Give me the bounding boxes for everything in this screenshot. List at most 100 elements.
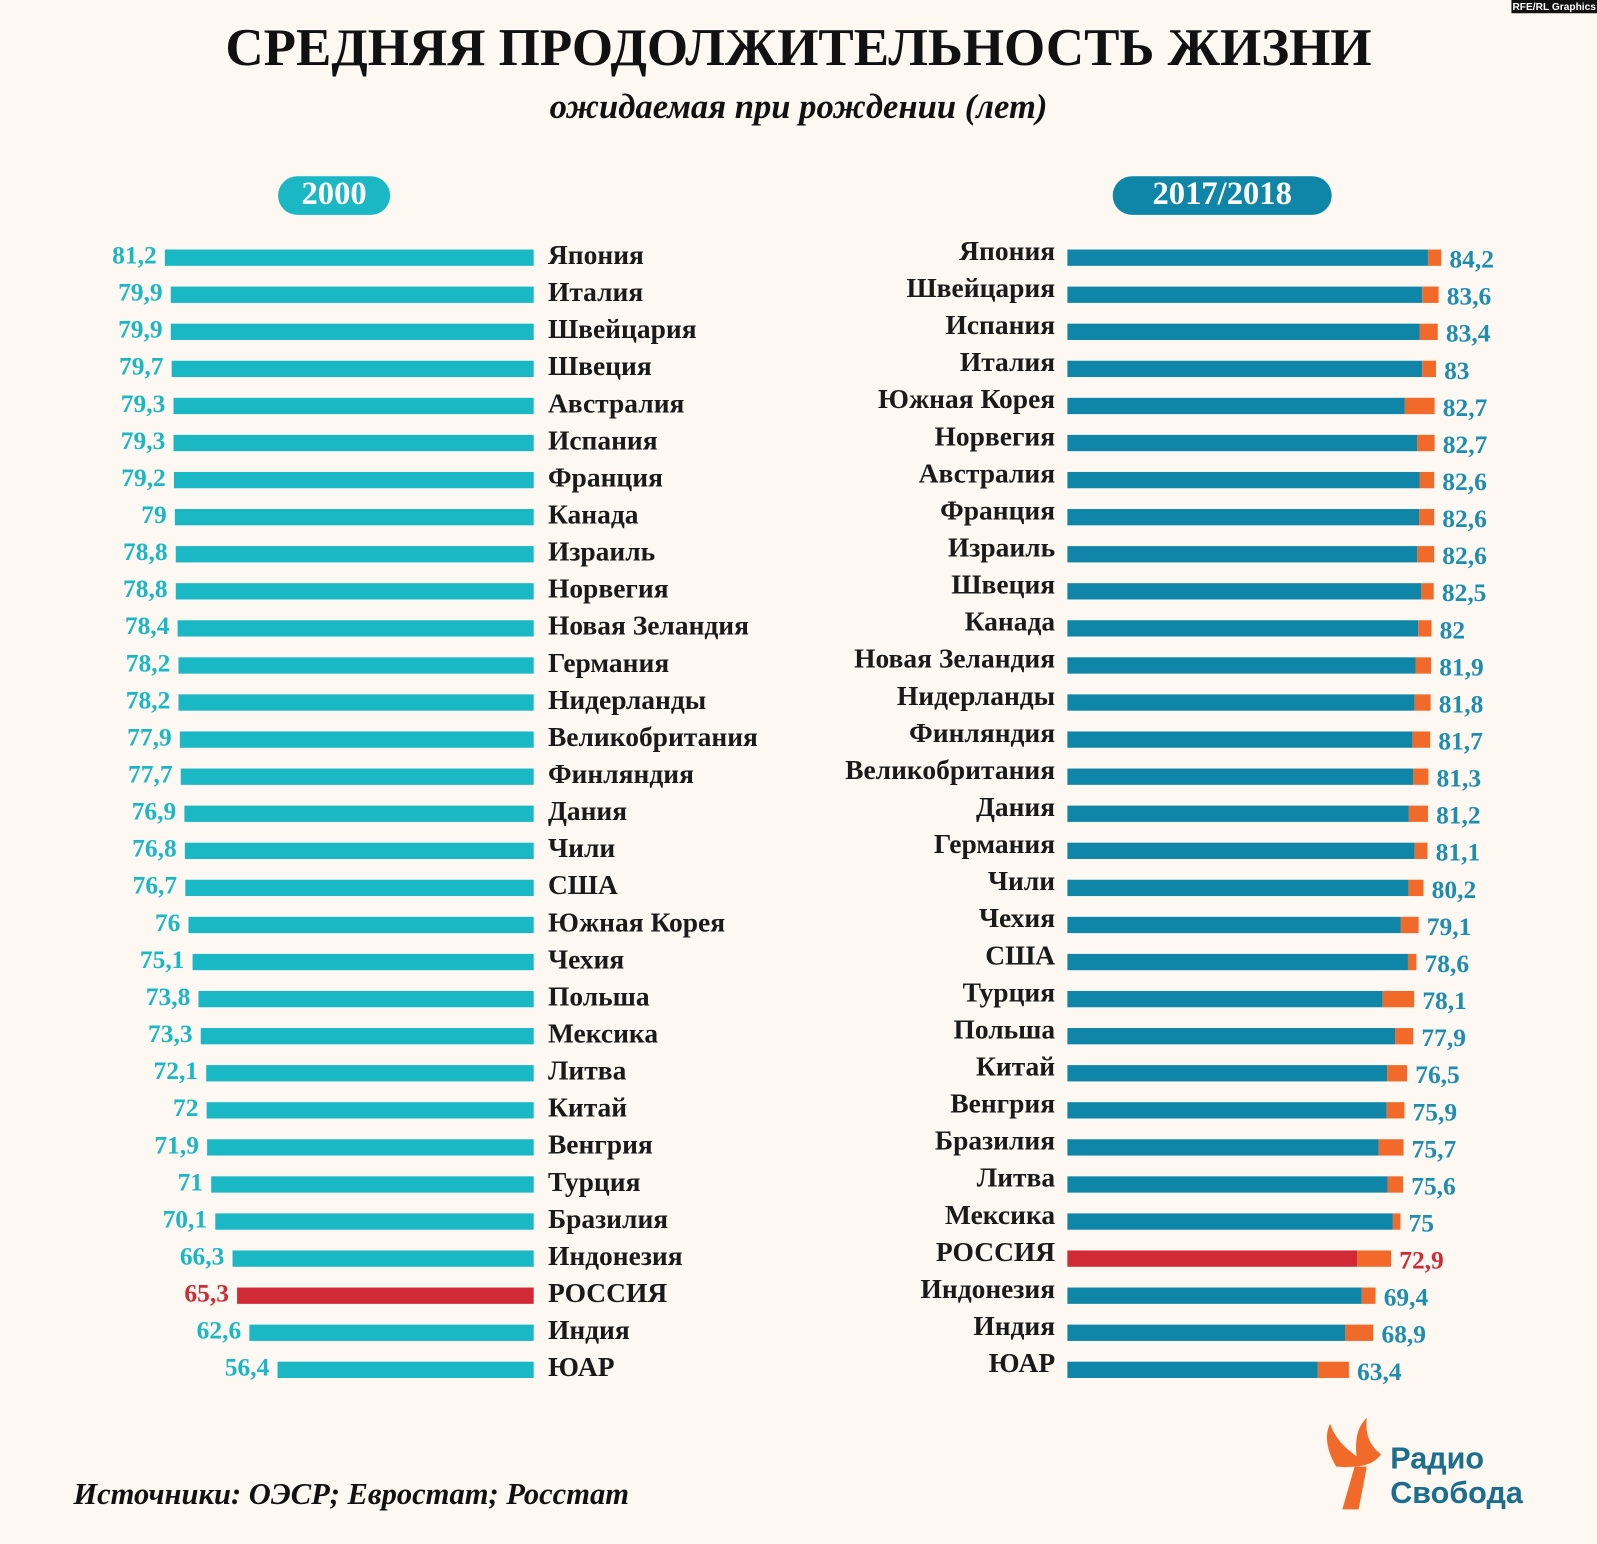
- value-label: 76,7: [133, 871, 178, 900]
- bar-2000: [1067, 1287, 1362, 1304]
- category-label: США: [985, 940, 1055, 970]
- bar-2000: [1067, 620, 1419, 637]
- value-label: 75,7: [1412, 1134, 1457, 1163]
- value-label: 72,9: [1399, 1246, 1444, 1275]
- title: СРЕДНЯЯ ПРОДОЛЖИТЕЛЬНОСТЬ ЖИЗНИ: [225, 19, 1371, 77]
- bar-2000: [1067, 286, 1423, 303]
- value-label: 75,1: [140, 945, 185, 974]
- value-label: 71: [178, 1167, 203, 1196]
- category-label: Великобритания: [548, 722, 758, 752]
- category-label: США: [548, 870, 618, 900]
- bar-increase: [1422, 286, 1439, 303]
- value-label: 70,1: [163, 1204, 208, 1233]
- value-label: 81,2: [1436, 801, 1481, 830]
- bar-increase: [1419, 323, 1438, 340]
- bar-2000: [1067, 471, 1420, 489]
- value-label: 79,9: [118, 315, 163, 344]
- bar: [192, 953, 534, 971]
- bar: [179, 731, 534, 748]
- bar: [188, 916, 534, 934]
- value-label: 78,8: [123, 537, 168, 566]
- bar-increase: [1407, 953, 1417, 971]
- bar-2000: [1067, 731, 1413, 748]
- bar-increase: [1414, 694, 1431, 711]
- category-label: ЮАР: [989, 1348, 1056, 1378]
- value-label: 79,1: [1427, 912, 1472, 941]
- value-label: 79,2: [121, 463, 166, 492]
- category-label: Швеция: [548, 351, 652, 381]
- category-label: Германия: [548, 648, 669, 678]
- category-label: Литва: [977, 1163, 1056, 1193]
- bar-increase: [1404, 397, 1435, 415]
- value-label: 82: [1440, 615, 1465, 644]
- bar-2000: [1067, 1213, 1393, 1230]
- value-label: 81,3: [1437, 764, 1482, 793]
- value-label: 80,2: [1432, 875, 1477, 904]
- category-label: Турция: [548, 1167, 641, 1197]
- bar-2000: [1067, 323, 1420, 340]
- bar-2000: [1067, 1324, 1346, 1341]
- bar: [178, 694, 534, 711]
- bar-increase: [1412, 731, 1431, 748]
- bar: [173, 434, 534, 452]
- category-label: РОССИЯ: [936, 1237, 1055, 1267]
- value-label: 75,9: [1413, 1097, 1458, 1126]
- category-label: Мексика: [548, 1019, 658, 1049]
- category-label: Испания: [945, 310, 1055, 340]
- bar: [178, 657, 534, 674]
- chart-title-pill: [278, 176, 391, 215]
- bar: [211, 1176, 534, 1193]
- category-label: Великобритания: [845, 755, 1055, 785]
- value-label: 73,8: [146, 982, 191, 1011]
- bar-increase: [1357, 1250, 1392, 1267]
- bar: [170, 323, 534, 340]
- bar-increase: [1418, 620, 1432, 637]
- category-label: Норвегия: [548, 574, 669, 604]
- value-label: 78,8: [123, 574, 168, 603]
- credit-box: [1511, 0, 1597, 14]
- category-label: Испания: [548, 425, 658, 455]
- value-label: 84,2: [1449, 245, 1494, 274]
- category-label: Индия: [548, 1315, 630, 1345]
- bar: [171, 360, 534, 378]
- category-label: Норвегия: [935, 421, 1056, 451]
- bar: [215, 1213, 534, 1230]
- bar: [200, 1028, 534, 1045]
- value-label: 82,6: [1442, 504, 1487, 533]
- category-label: Южная Корея: [878, 384, 1055, 414]
- bar-increase: [1345, 1324, 1374, 1341]
- credit: RFE/RL Graphics: [1512, 2, 1596, 13]
- category-label: Израиль: [948, 532, 1055, 562]
- category-label: Мексика: [945, 1200, 1055, 1230]
- bar-increase: [1408, 879, 1424, 897]
- bar-2000: [1067, 397, 1405, 415]
- bar: [184, 805, 534, 822]
- bar: [237, 1287, 534, 1304]
- chart-title: 2000: [301, 176, 366, 212]
- category-label: Чили: [548, 833, 615, 863]
- category-label: Италия: [960, 347, 1055, 377]
- value-label: 72,1: [153, 1056, 198, 1085]
- value-label: 68,9: [1381, 1320, 1426, 1349]
- bar: [249, 1324, 534, 1341]
- value-label: 77,9: [1421, 1023, 1466, 1052]
- value-label: 76,8: [132, 834, 177, 863]
- category-label: Новая Зеландия: [854, 644, 1055, 674]
- value-label: 75,6: [1411, 1171, 1456, 1200]
- bar-increase: [1413, 768, 1429, 785]
- category-label: Япония: [548, 240, 644, 270]
- bar-increase: [1400, 916, 1419, 934]
- category-label: Франция: [940, 495, 1055, 525]
- bar-2000: [1067, 842, 1415, 859]
- bar-2000: [1067, 1176, 1388, 1193]
- value-label: 77,7: [128, 760, 173, 789]
- logo-text: Свобода: [1390, 1476, 1524, 1510]
- bar: [173, 471, 534, 489]
- bar-increase: [1392, 1213, 1401, 1230]
- bar: [173, 397, 534, 415]
- bar-increase: [1408, 805, 1428, 822]
- value-label: 79,3: [121, 426, 166, 455]
- category-label: Польша: [548, 981, 650, 1011]
- value-label: 78,2: [126, 648, 171, 677]
